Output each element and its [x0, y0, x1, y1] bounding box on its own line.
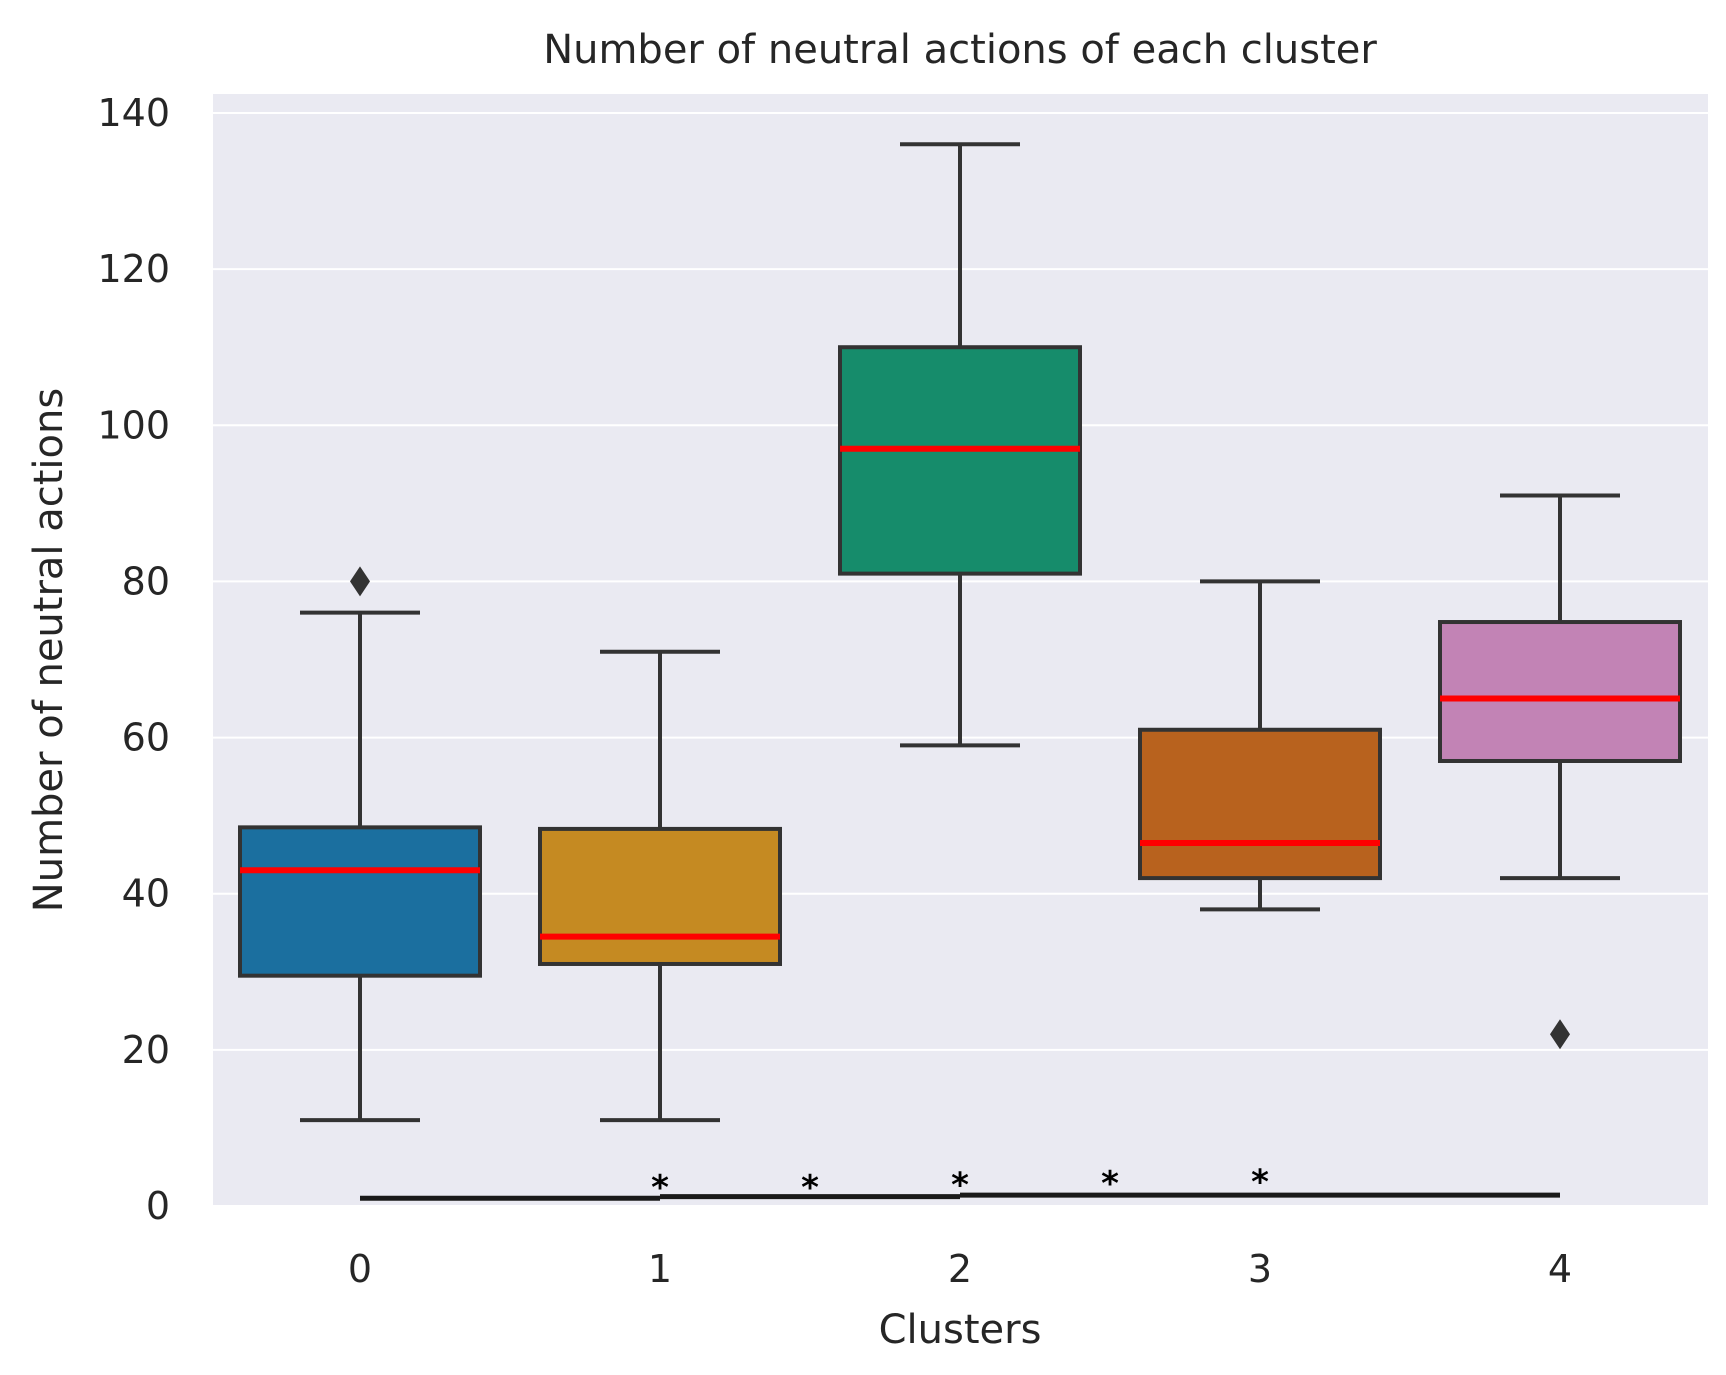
- box-cluster-3: [1138, 579, 1382, 912]
- box-iqr: [838, 345, 1082, 576]
- y-tick-label: 0: [146, 1184, 170, 1228]
- box-cluster-0: [238, 566, 482, 1123]
- box-iqr: [1138, 727, 1382, 881]
- y-tick-label: 140: [97, 91, 170, 135]
- x-tick-labels: 0 1 2 3 4: [348, 1247, 1572, 1291]
- y-axis-title: Number of neutral actions: [26, 388, 72, 912]
- x-tick-label: 4: [1548, 1247, 1572, 1291]
- y-tick-label: 60: [122, 716, 170, 760]
- significance-star: *: [801, 1168, 819, 1208]
- significance-star: *: [951, 1166, 969, 1206]
- significance-star: *: [1251, 1162, 1269, 1202]
- y-tick-label: 100: [97, 403, 170, 447]
- x-axis-title: Clusters: [879, 1307, 1042, 1353]
- chart-title: Number of neutral actions of each cluste…: [543, 27, 1377, 73]
- box-cluster-1: [538, 649, 782, 1123]
- y-tick-label: 120: [97, 247, 170, 291]
- x-tick-label: 0: [348, 1247, 372, 1291]
- y-tick-label: 20: [122, 1028, 170, 1072]
- significance-star: *: [651, 1168, 669, 1208]
- x-tick-label: 3: [1248, 1247, 1272, 1291]
- box-iqr: [1438, 620, 1682, 763]
- box-plots: [238, 142, 1682, 1123]
- box-cluster-4: [1438, 493, 1682, 1050]
- box-cluster-2: [838, 142, 1082, 748]
- outlier-point: [350, 566, 370, 597]
- y-tick-labels: 0 20 40 60 80 100 120 140: [97, 91, 170, 1228]
- significance-lines: * * * * *: [360, 1162, 1560, 1208]
- box-iqr: [238, 825, 482, 978]
- x-tick-label: 2: [948, 1247, 972, 1291]
- y-tick-label: 40: [122, 872, 170, 916]
- significance-star: *: [1101, 1164, 1119, 1204]
- box-iqr: [538, 826, 782, 966]
- outlier-point: [1550, 1019, 1570, 1050]
- x-tick-label: 1: [648, 1247, 672, 1291]
- y-tick-label: 80: [122, 559, 170, 603]
